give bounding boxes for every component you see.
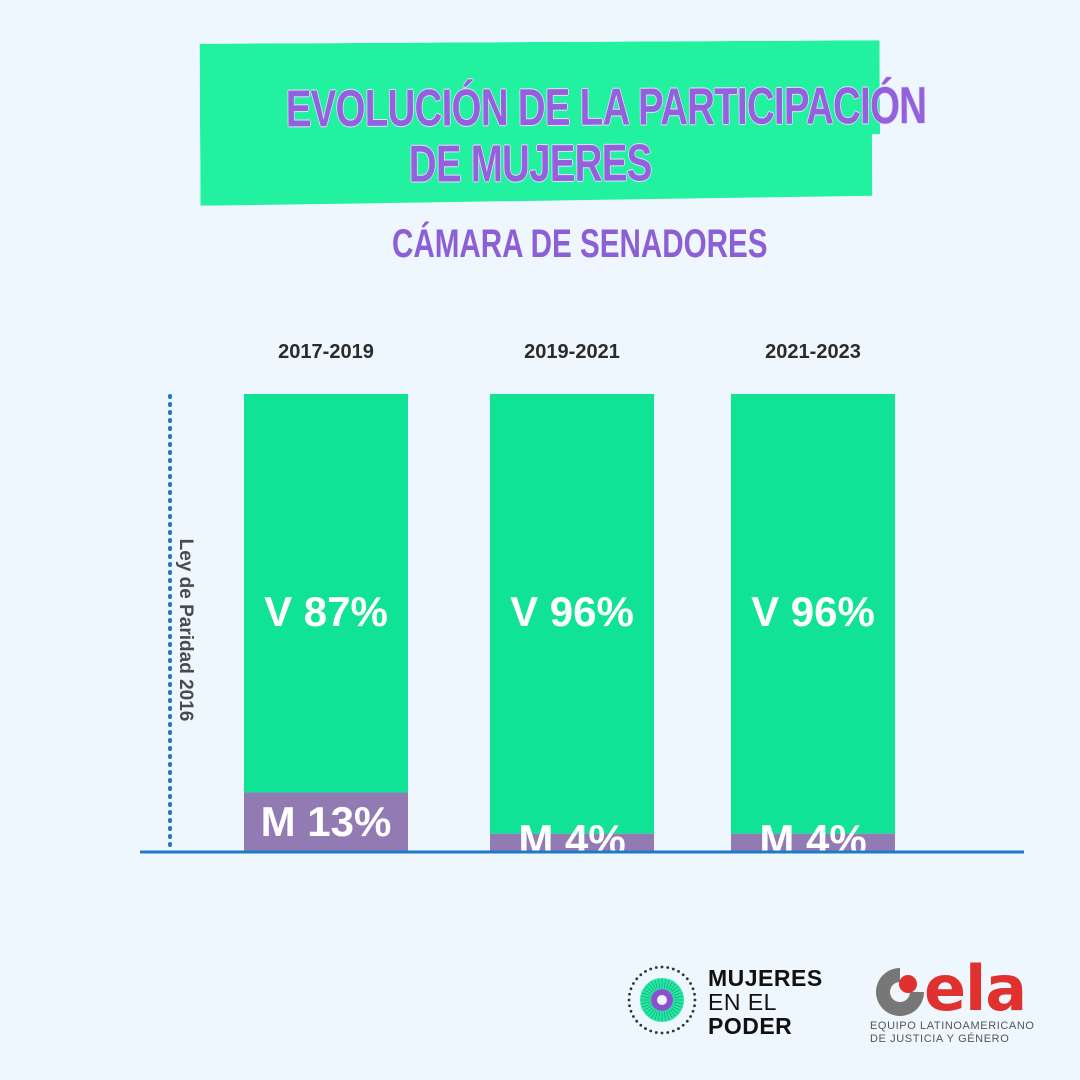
bar-segment-v — [244, 394, 408, 793]
axis-mask — [140, 854, 1024, 894]
logo-line-mujeres: MUJERES — [708, 965, 823, 991]
data-label-v: V 96% — [510, 588, 634, 635]
category-label: 2019-2021 — [524, 341, 620, 363]
mujeres-en-el-poder-logo: MUJERES EN EL PODER — [624, 962, 834, 1042]
bar-segment-m — [244, 792, 408, 852]
paridad-annotation: Ley de Paridad 2016 — [175, 539, 196, 722]
mujeres-en-el-poder-emblem-icon — [627, 965, 697, 1035]
ela-logo: ela EQUIPO LATINOAMERICANO DE JUSTICIA Y… — [868, 952, 1038, 1052]
data-label-v: V 87% — [264, 588, 388, 635]
mujeres-en-el-poder-wordmark: MUJERES EN EL PODER — [708, 966, 823, 1038]
bar-segment-v — [731, 394, 895, 834]
ela-tagline-line-2: DE JUSTICIA Y GÉNERO — [870, 1033, 1010, 1045]
ela-emblem-icon — [876, 968, 924, 1016]
category-label: 2021-2023 — [765, 341, 861, 363]
bar-segment-m — [731, 833, 895, 852]
ela-wordmark: ela — [924, 952, 1027, 1025]
ela-tagline: EQUIPO LATINOAMERICANO DE JUSTICIA Y GÉN… — [870, 1020, 1035, 1046]
logo-line-en-el: EN EL — [708, 989, 777, 1015]
bar-segment-m — [490, 833, 654, 852]
data-label-m: M 13% — [261, 798, 392, 845]
data-label-v: V 96% — [751, 588, 875, 635]
bar-segment-v — [490, 394, 654, 834]
logo-line-poder: PODER — [708, 1013, 793, 1039]
ela-tagline-line-1: EQUIPO LATINOAMERICANO — [870, 1020, 1035, 1032]
category-label: 2017-2019 — [278, 341, 374, 363]
